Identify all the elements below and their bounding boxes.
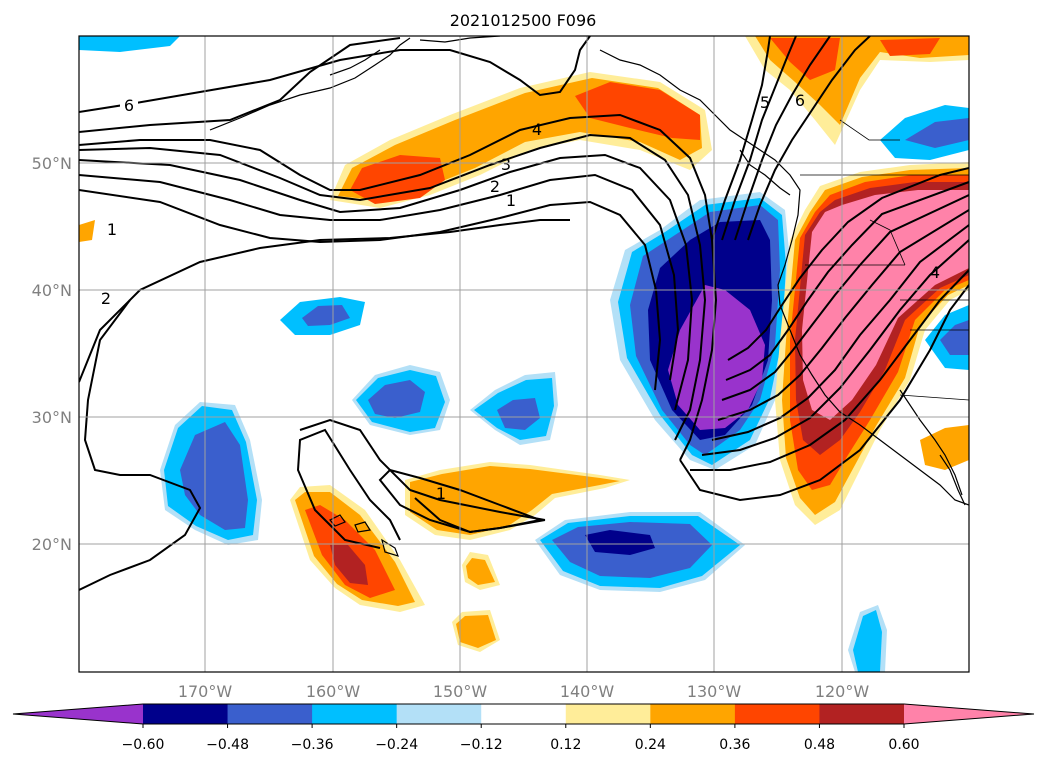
contour-label-1-west: 1 [107,220,117,239]
longitude-labels: 170°W 160°W 150°W 140°W 130°W 120°W [178,682,870,701]
colorbar-extend-low [13,704,143,724]
contour-label-6: 6 [124,96,134,115]
lat-label-30n: 30°N [32,408,72,427]
gridlines [79,36,969,672]
lat-label-50n: 50°N [32,154,72,173]
contour-label-1-south: 1 [436,484,446,503]
colorbar-extend-high [904,704,1034,724]
contour-label-2-west: 2 [101,289,111,308]
colorbar-tick-label: 0.24 [635,737,666,753]
colorbar-swatch [312,704,398,724]
colorbar-swatch [396,704,482,724]
colorbar-tick-label: −0.60 [122,737,165,753]
colorbar-tick-label: −0.24 [375,737,418,753]
colorbar-swatch [481,704,567,724]
colorbar-swatch [734,704,820,724]
lat-label-20n: 20°N [32,535,72,554]
colorbar-tick-label: −0.36 [291,737,334,753]
colorbar-swatch [819,704,905,724]
map-area: 6 4 3 2 1 1 1 2 5 6 4 [79,36,969,672]
colorbar-tick-label: −0.12 [460,737,503,753]
latitude-labels: 50°N 40°N 30°N 20°N [32,154,72,554]
lon-label-140w: 140°W [560,682,615,701]
colorbar-tick-label: 0.48 [804,737,835,753]
colorbar-tick-label: 0.12 [550,737,581,753]
map-frame [78,35,970,673]
lon-label-120w: 120°W [815,682,870,701]
colorbar: −0.60 −0.48 −0.36 −0.24 −0.12 0.12 0.24 0.36 0.4… [12,703,1035,753]
lon-label-150w: 150°W [433,682,488,701]
contour-label-6-east: 6 [795,91,805,110]
lon-label-170w: 170°W [178,682,233,701]
contour-label-4-east: 4 [930,263,940,282]
lon-label-130w: 130°W [687,682,742,701]
colorbar-swatch [650,704,736,724]
contour-label-3: 3 [501,155,511,174]
lat-label-40n: 40°N [32,281,72,300]
contour-label-4: 4 [532,120,542,139]
contour-labels: 6 4 3 2 1 1 1 2 5 6 4 [101,91,940,503]
colorbar-swatch [565,704,651,724]
contour-label-2: 2 [490,177,500,196]
colorbar-tick-label: −0.48 [206,737,249,753]
figure-title: 2021012500 F096 [450,11,597,30]
colorbar-tick-label: 0.60 [888,737,919,753]
contour-label-5: 5 [760,93,770,112]
contour-label-1: 1 [506,191,516,210]
colorbar-tick-label: 0.36 [719,737,750,753]
colorbar-swatch [227,704,313,724]
anomaly-fill [79,36,969,672]
lon-label-160w: 160°W [306,682,361,701]
colorbar-swatch [143,704,229,724]
contour-lines [79,36,969,591]
